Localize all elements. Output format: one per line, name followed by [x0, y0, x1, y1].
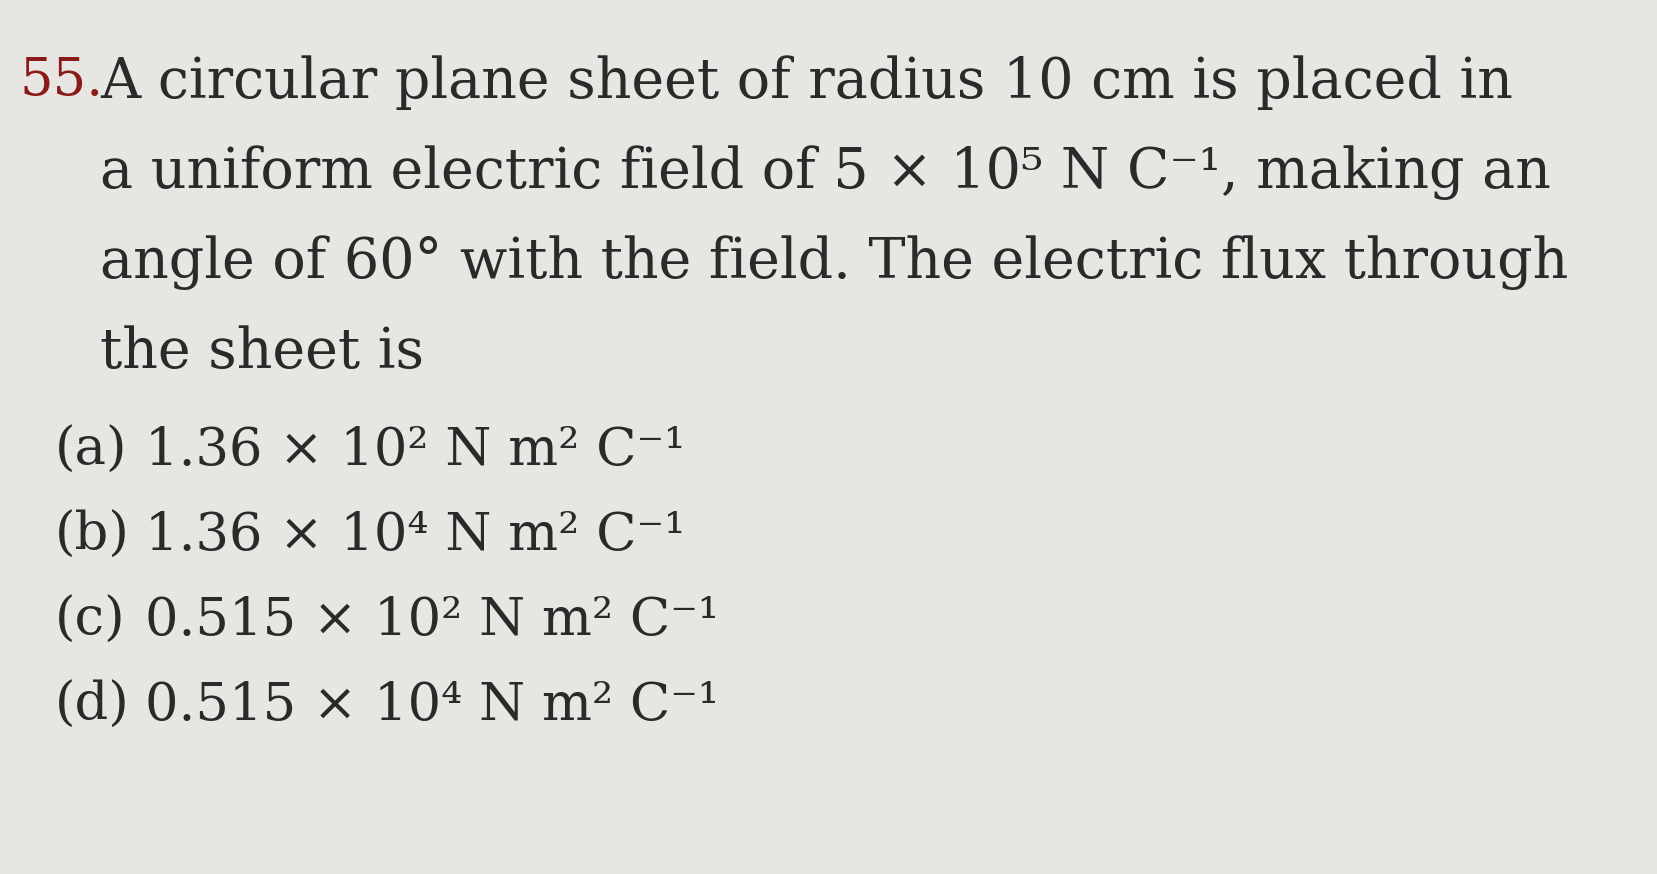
Text: 1.36 × 10² N m² C⁻¹: 1.36 × 10² N m² C⁻¹ [146, 425, 686, 476]
Text: A circular plane sheet of radius 10 cm is placed in: A circular plane sheet of radius 10 cm i… [99, 55, 1513, 110]
Text: (c): (c) [55, 595, 126, 646]
Text: 1.36 × 10⁴ N m² C⁻¹: 1.36 × 10⁴ N m² C⁻¹ [146, 510, 686, 561]
Text: 0.515 × 10⁴ N m² C⁻¹: 0.515 × 10⁴ N m² C⁻¹ [146, 680, 719, 731]
Text: 55.: 55. [20, 55, 104, 106]
Text: (b): (b) [55, 510, 129, 561]
Text: 0.515 × 10² N m² C⁻¹: 0.515 × 10² N m² C⁻¹ [146, 595, 719, 646]
Text: angle of 60° with the field. The electric flux through: angle of 60° with the field. The electri… [99, 235, 1568, 289]
Text: a uniform electric field of 5 × 10⁵ N C⁻¹, making an: a uniform electric field of 5 × 10⁵ N C⁻… [99, 145, 1551, 200]
Text: (d): (d) [55, 680, 129, 731]
Text: the sheet is: the sheet is [99, 325, 424, 379]
Text: (a): (a) [55, 425, 128, 476]
